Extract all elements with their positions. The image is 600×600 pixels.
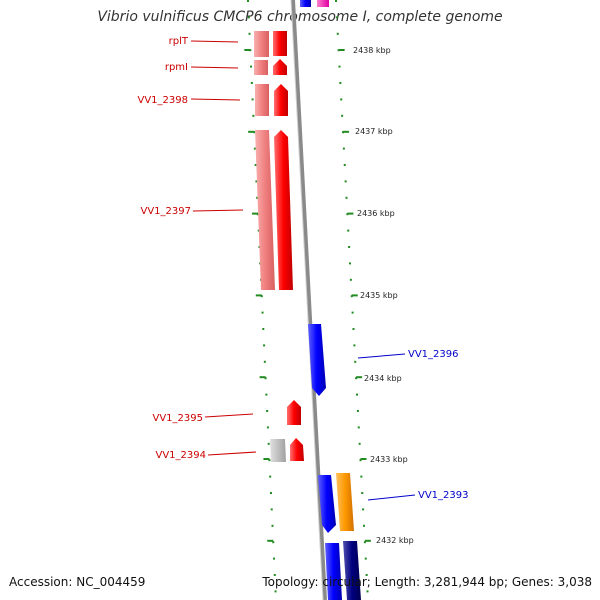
- gene-label-VV1_2397: VV1_2397: [141, 206, 192, 217]
- gene-partial-magenta-top: [317, 0, 329, 7]
- gene-label-rplT: rplT: [169, 36, 189, 47]
- scale-label-2433kbp: 2433 kbp: [370, 455, 408, 464]
- accession-text: Accession: NC_004459: [9, 575, 146, 589]
- gene-blue-bottom: [325, 543, 342, 600]
- gene-VV1_2397-track: [255, 130, 275, 290]
- label-line-VV1_2397: [192, 209, 244, 212]
- label-line-VV1_2396: [357, 353, 406, 359]
- scale-label-2438kbp: 2438 kbp: [353, 46, 391, 55]
- gene-label-VV1_2398: VV1_2398: [138, 95, 189, 106]
- gene-rplT-track: [254, 31, 269, 57]
- right-scale-ticks: [335, 0, 371, 593]
- gene-VV1_2394-track: [270, 439, 286, 462]
- scale-label-2435kbp: 2435 kbp: [360, 291, 398, 300]
- gene-VV1_2398-track: [255, 84, 269, 116]
- gene-label-VV1_2393: VV1_2393: [418, 490, 469, 501]
- left-scale-ticks: [244, 0, 277, 593]
- gene-rplT: [273, 31, 287, 56]
- label-line-rplT: [190, 40, 239, 43]
- label-line-VV1_2395: [204, 413, 254, 418]
- gene-partial-blue-top: [300, 0, 311, 7]
- gene-orange: [336, 473, 354, 531]
- gene-label-VV1_2394: VV1_2394: [156, 450, 207, 461]
- gene-label-VV1_2395: VV1_2395: [153, 413, 204, 424]
- gene-label-rpmI: rpmI: [165, 62, 188, 73]
- scale-label-2434kbp: 2434 kbp: [364, 374, 402, 383]
- label-line-VV1_2398: [190, 98, 241, 101]
- label-line-VV1_2394: [207, 451, 257, 456]
- gene-VV1_2396: [308, 324, 326, 396]
- label-line-rpmI: [190, 66, 239, 69]
- gene-VV1_2397: [274, 130, 293, 290]
- gene-VV1_2395: [287, 400, 301, 425]
- topology-text: Topology: circular; Length: 3,281,944 bp…: [262, 575, 592, 589]
- scale-label-2437kbp: 2437 kbp: [355, 127, 393, 136]
- gene-rpmI: [273, 59, 287, 75]
- gene-VV1_2398: [274, 84, 288, 116]
- chromosome-backbone: [291, 0, 327, 600]
- gene-navy-bottom: [343, 541, 361, 600]
- scale-label-2436kbp: 2436 kbp: [357, 209, 395, 218]
- scale-label-2432kbp: 2432 kbp: [376, 536, 414, 545]
- gene-rpmI-track: [254, 60, 268, 75]
- map-title: Vibrio vulnificus CMCP6 chromosome I, co…: [97, 9, 503, 25]
- gene-label-VV1_2396: VV1_2396: [408, 349, 459, 360]
- label-line-VV1_2393: [367, 494, 416, 501]
- gene-VV1_2393: [318, 475, 336, 533]
- gene-VV1_2394: [290, 438, 304, 461]
